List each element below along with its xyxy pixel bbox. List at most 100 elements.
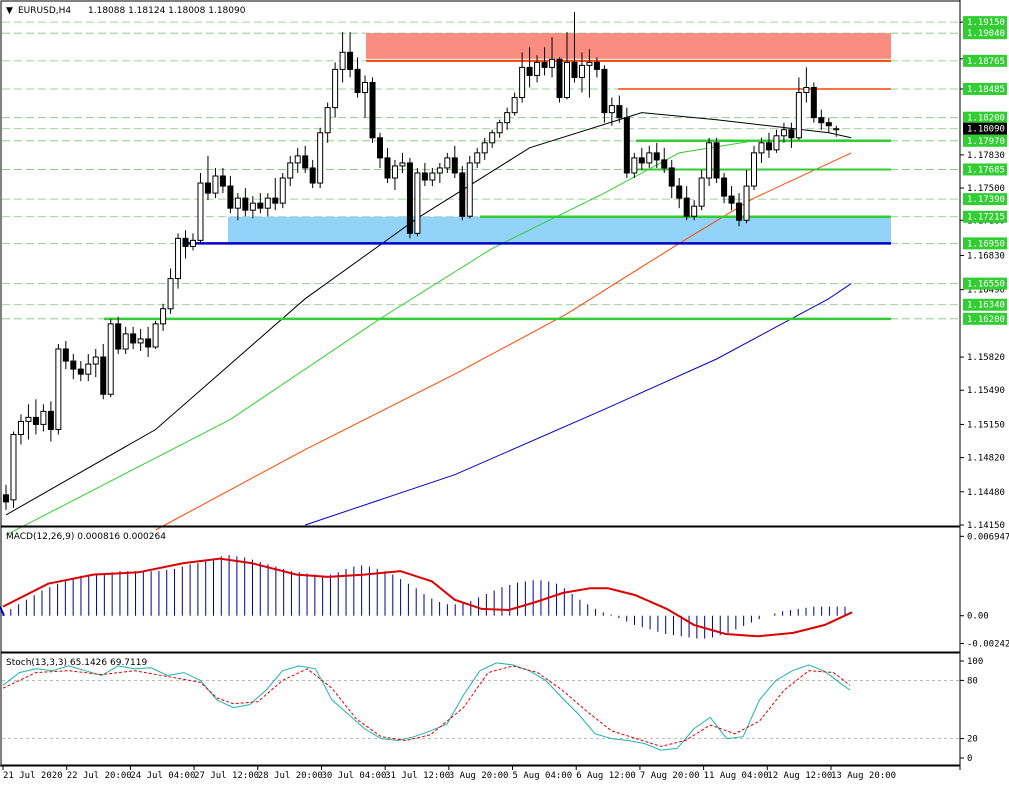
candle — [47, 401, 54, 442]
chart-title-arrow-icon[interactable]: ▼ — [6, 6, 13, 16]
candle — [758, 137, 765, 163]
candle-body-bull — [466, 162, 473, 217]
price-tick-label: 1.16830 — [967, 251, 1005, 261]
level-price-tag-label: 1.18090 — [967, 125, 1005, 135]
candle — [788, 122, 795, 148]
candle — [646, 145, 653, 168]
candle — [765, 132, 772, 158]
candle — [653, 142, 660, 168]
candle-body-bull — [564, 61, 570, 99]
candle — [332, 62, 339, 118]
candle — [751, 145, 757, 191]
stoch-tick-label: 100 — [967, 657, 983, 667]
chart-ohlc: 1.18088 1.18124 1.18008 1.18090 — [88, 6, 246, 16]
candle-body-bear — [451, 157, 458, 174]
candle-body-bull — [414, 172, 421, 234]
stoch-tick-label: 20 — [967, 735, 978, 745]
candle-body-bull — [332, 68, 339, 109]
candle — [556, 57, 563, 103]
candle — [541, 47, 548, 76]
candle-body-bull — [496, 122, 503, 134]
level-price-tag — [963, 27, 1007, 40]
candle — [152, 320, 159, 349]
level-price-tag — [963, 193, 1007, 206]
candle — [369, 77, 376, 143]
candle — [698, 169, 705, 211]
candle — [795, 77, 802, 140]
candle-body-bear — [130, 333, 137, 344]
level-price-tag — [963, 210, 1007, 223]
stoch-pane — [2, 662, 959, 751]
candle — [668, 159, 675, 199]
horizontal-levels[interactable] — [104, 59, 891, 321]
candle — [294, 147, 301, 173]
candle-body-bear — [219, 175, 226, 187]
candle — [810, 82, 817, 123]
candle — [549, 37, 556, 78]
level-price-tag-label: 1.16950 — [967, 239, 1005, 249]
candle — [249, 196, 256, 219]
stoch-tick-label: 80 — [967, 676, 978, 686]
candle — [85, 354, 92, 382]
price-tick-label: 1.17830 — [967, 151, 1005, 161]
candle — [489, 129, 496, 148]
candle-body-bull — [175, 237, 182, 280]
time-tick-label: 24 Jul 04:00 — [130, 771, 195, 781]
candle-body-bear — [526, 66, 533, 76]
price-tick-label: 1.14480 — [967, 488, 1005, 498]
candle-body-bear — [384, 157, 391, 179]
candle-body-bear — [32, 416, 39, 425]
candle — [721, 172, 728, 204]
candle-body-bear — [736, 202, 743, 221]
candle — [496, 119, 503, 138]
candle-body-bull — [780, 129, 787, 137]
macd-label: MACD(12,26,9) 0.000816 0.000264 — [6, 532, 166, 542]
candle — [70, 354, 77, 380]
candle — [421, 162, 428, 187]
candle — [414, 167, 421, 237]
candle-body-bear — [601, 68, 608, 114]
level-price-tag-label: 1.18765 — [967, 57, 1005, 67]
candle — [219, 167, 226, 194]
candle-body-bull — [803, 86, 810, 94]
candle — [317, 127, 324, 189]
candle — [167, 268, 174, 314]
candle-body-bull — [436, 167, 443, 174]
candle — [608, 97, 615, 126]
candle — [743, 169, 750, 224]
candle — [384, 147, 391, 184]
candle — [100, 343, 107, 400]
level-price-tag — [963, 82, 1007, 95]
candle — [242, 188, 249, 217]
candle-body-bear — [227, 185, 234, 209]
price-tick-label: 1.17500 — [967, 184, 1005, 194]
candle-body-bear — [309, 167, 316, 184]
level-price-tag-label: 1.16200 — [967, 315, 1005, 325]
candle-body-bear — [676, 185, 683, 199]
candle-body-bull — [264, 197, 271, 209]
candle — [661, 147, 668, 173]
macd-tick-label: 0.00 — [967, 612, 989, 622]
candle-body-bull — [197, 182, 204, 241]
time-tick-label: 31 Jul 12:00 — [385, 771, 450, 781]
candle — [17, 414, 24, 445]
candle-body-bull — [167, 278, 174, 310]
candle — [616, 95, 623, 123]
candle-body-bear — [668, 167, 675, 187]
ma-blue-line — [305, 283, 852, 526]
candle — [511, 92, 518, 116]
candle — [122, 326, 129, 355]
candle-body-bear — [459, 172, 466, 217]
candle-body-bull — [474, 152, 481, 164]
time-tick-label: 7 Aug 20:00 — [640, 771, 700, 781]
candle — [3, 484, 9, 510]
candle-body-bear — [115, 323, 122, 350]
candle-body-bear — [638, 157, 645, 164]
candle — [32, 399, 39, 435]
candle — [137, 328, 144, 352]
candle — [175, 233, 182, 289]
price-zones — [228, 33, 891, 244]
time-tick-label: 27 Jul 12:00 — [194, 771, 259, 781]
